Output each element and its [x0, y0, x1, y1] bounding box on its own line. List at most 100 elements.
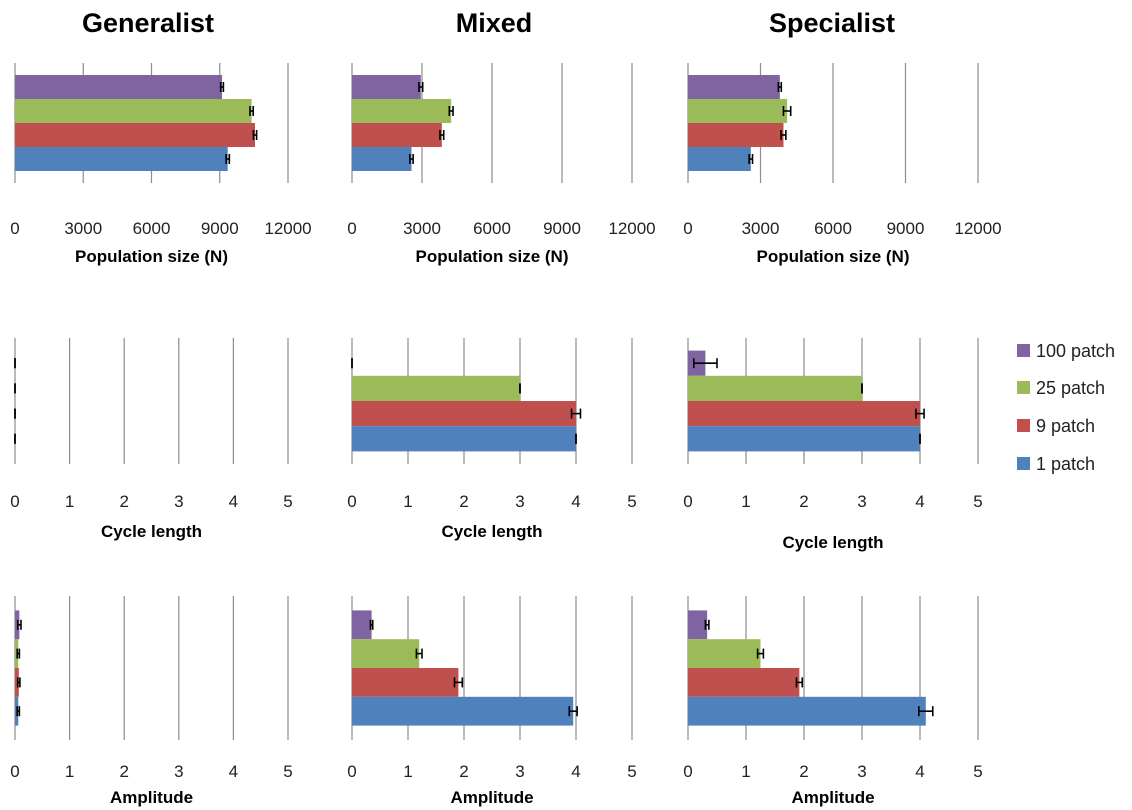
- error-bar-1-patch: [16, 706, 21, 717]
- tick-label: 5: [283, 762, 292, 781]
- error-bar-25-patch: [249, 106, 254, 116]
- axis-label: Cycle length: [782, 533, 883, 552]
- tick-label: 5: [627, 492, 636, 511]
- error-bar-25-patch: [415, 648, 423, 659]
- bar-1-patch: [688, 696, 926, 726]
- axis-label: Cycle length: [441, 522, 542, 541]
- legend-label: 9 patch: [1036, 416, 1095, 436]
- tick-label: 3000: [742, 219, 780, 238]
- tick-label: 12000: [954, 219, 1001, 238]
- tick-label: 12000: [608, 219, 655, 238]
- tick-label: 4: [229, 762, 238, 781]
- panel-mixed-amplitude: 0 1 2 3 4 5 Amplitude: [347, 596, 637, 807]
- tick-label: 0: [683, 219, 692, 238]
- tick-label: 0: [347, 762, 356, 781]
- tick-label: 1: [741, 762, 750, 781]
- bar-100-patch: [352, 610, 372, 640]
- error-bar-9-patch: [453, 677, 464, 688]
- bar-9-patch: [15, 123, 256, 147]
- tick-label: 4: [915, 762, 924, 781]
- tick-label: 0: [10, 219, 19, 238]
- error-bar-100-patch: [219, 82, 225, 92]
- error-bar-25-patch: [782, 106, 792, 116]
- bar-25-patch: [352, 639, 420, 668]
- bar-100-patch: [688, 75, 780, 99]
- panel-specialist-cycle: 0 1 2 3 4 5 Cycle length: [683, 338, 983, 552]
- bar-9-patch: [352, 668, 459, 697]
- error-bar-100-patch: [369, 619, 374, 630]
- tick-label: 0: [683, 762, 692, 781]
- bar-100-patch: [15, 75, 223, 99]
- legend-swatch: [1017, 344, 1030, 357]
- error-bar-9-patch: [439, 130, 445, 140]
- tick-label: 2: [799, 492, 808, 511]
- axis-label: Amplitude: [110, 788, 193, 807]
- error-bar-100-patch: [418, 82, 424, 92]
- tick-label: 2: [459, 492, 468, 511]
- tick-label: 6000: [473, 219, 511, 238]
- tick-label: 3: [515, 492, 524, 511]
- tick-label: 5: [973, 492, 982, 511]
- tick-label: 1: [741, 492, 750, 511]
- panel-generalist-amplitude: 0 1 2 3 4 5 Amplitude: [10, 596, 293, 807]
- tick-label: 9000: [201, 219, 239, 238]
- error-bar-1-patch: [748, 154, 754, 164]
- error-bar-9-patch: [795, 677, 804, 688]
- legend-label: 100 patch: [1036, 341, 1115, 361]
- bar-1-patch: [352, 426, 576, 452]
- legend: 100 patch 25 patch 9 patch 1 patch: [1017, 341, 1115, 474]
- tick-label: 9000: [543, 219, 581, 238]
- legend-item-25-patch: 25 patch: [1017, 378, 1105, 398]
- bar-9-patch: [352, 123, 442, 147]
- bar-1-patch: [15, 147, 228, 171]
- legend-swatch: [1017, 457, 1030, 470]
- tick-label: 0: [347, 219, 356, 238]
- axis-label: Population size (N): [75, 247, 228, 266]
- tick-label: 4: [915, 492, 924, 511]
- legend-item-1-patch: 1 patch: [1017, 454, 1095, 474]
- error-bar-1-patch: [225, 154, 231, 164]
- error-bar-1-patch: [409, 154, 414, 164]
- bar-1-patch: [352, 696, 574, 726]
- bar-9-patch: [688, 123, 784, 147]
- tick-label: 2: [799, 762, 808, 781]
- error-bar-25-patch: [756, 648, 765, 659]
- legend-item-9-patch: 9 patch: [1017, 416, 1095, 436]
- error-bar-9-patch: [780, 130, 787, 140]
- error-bar-1-patch: [918, 706, 934, 717]
- error-bar-9-patch: [570, 408, 582, 419]
- error-bar-25-patch: [16, 648, 21, 659]
- error-bar-1-patch: [568, 706, 578, 717]
- tick-label: 3: [515, 762, 524, 781]
- tick-label: 0: [10, 762, 19, 781]
- tick-label: 3: [857, 492, 866, 511]
- column-title-mixed: Mixed: [456, 8, 533, 38]
- bar-1-patch: [688, 147, 751, 171]
- tick-label: 2: [119, 762, 128, 781]
- tick-label: 3: [857, 762, 866, 781]
- bar-25-patch: [352, 375, 520, 401]
- panel-specialist-population: 0 3000 6000 9000 12000 Population size (N): [683, 63, 1002, 266]
- bar-1-patch: [688, 426, 920, 452]
- panel-mixed-cycle: 0 1 2 3 4 5 Cycle length: [347, 338, 637, 541]
- panel-specialist-amplitude: 0 1 2 3 4 5 Amplitude: [683, 596, 983, 807]
- bar-100-patch: [688, 610, 708, 640]
- tick-label: 9000: [887, 219, 925, 238]
- bar-25-patch: [15, 99, 252, 123]
- bar-25-patch: [688, 639, 761, 668]
- tick-label: 0: [347, 492, 356, 511]
- panel-mixed-population: 0 3000 6000 9000 12000 Population size (N): [347, 63, 656, 266]
- bar-25-patch: [688, 99, 788, 123]
- tick-label: 6000: [814, 219, 852, 238]
- tick-label: 6000: [133, 219, 171, 238]
- bar-100-patch: [352, 75, 421, 99]
- axis-label: Population size (N): [757, 247, 910, 266]
- tick-label: 4: [571, 762, 580, 781]
- bar-1-patch: [352, 147, 412, 171]
- column-title-generalist: Generalist: [82, 8, 214, 38]
- bar-9-patch: [15, 668, 19, 697]
- axis-label: Amplitude: [791, 788, 874, 807]
- tick-label: 3: [174, 492, 183, 511]
